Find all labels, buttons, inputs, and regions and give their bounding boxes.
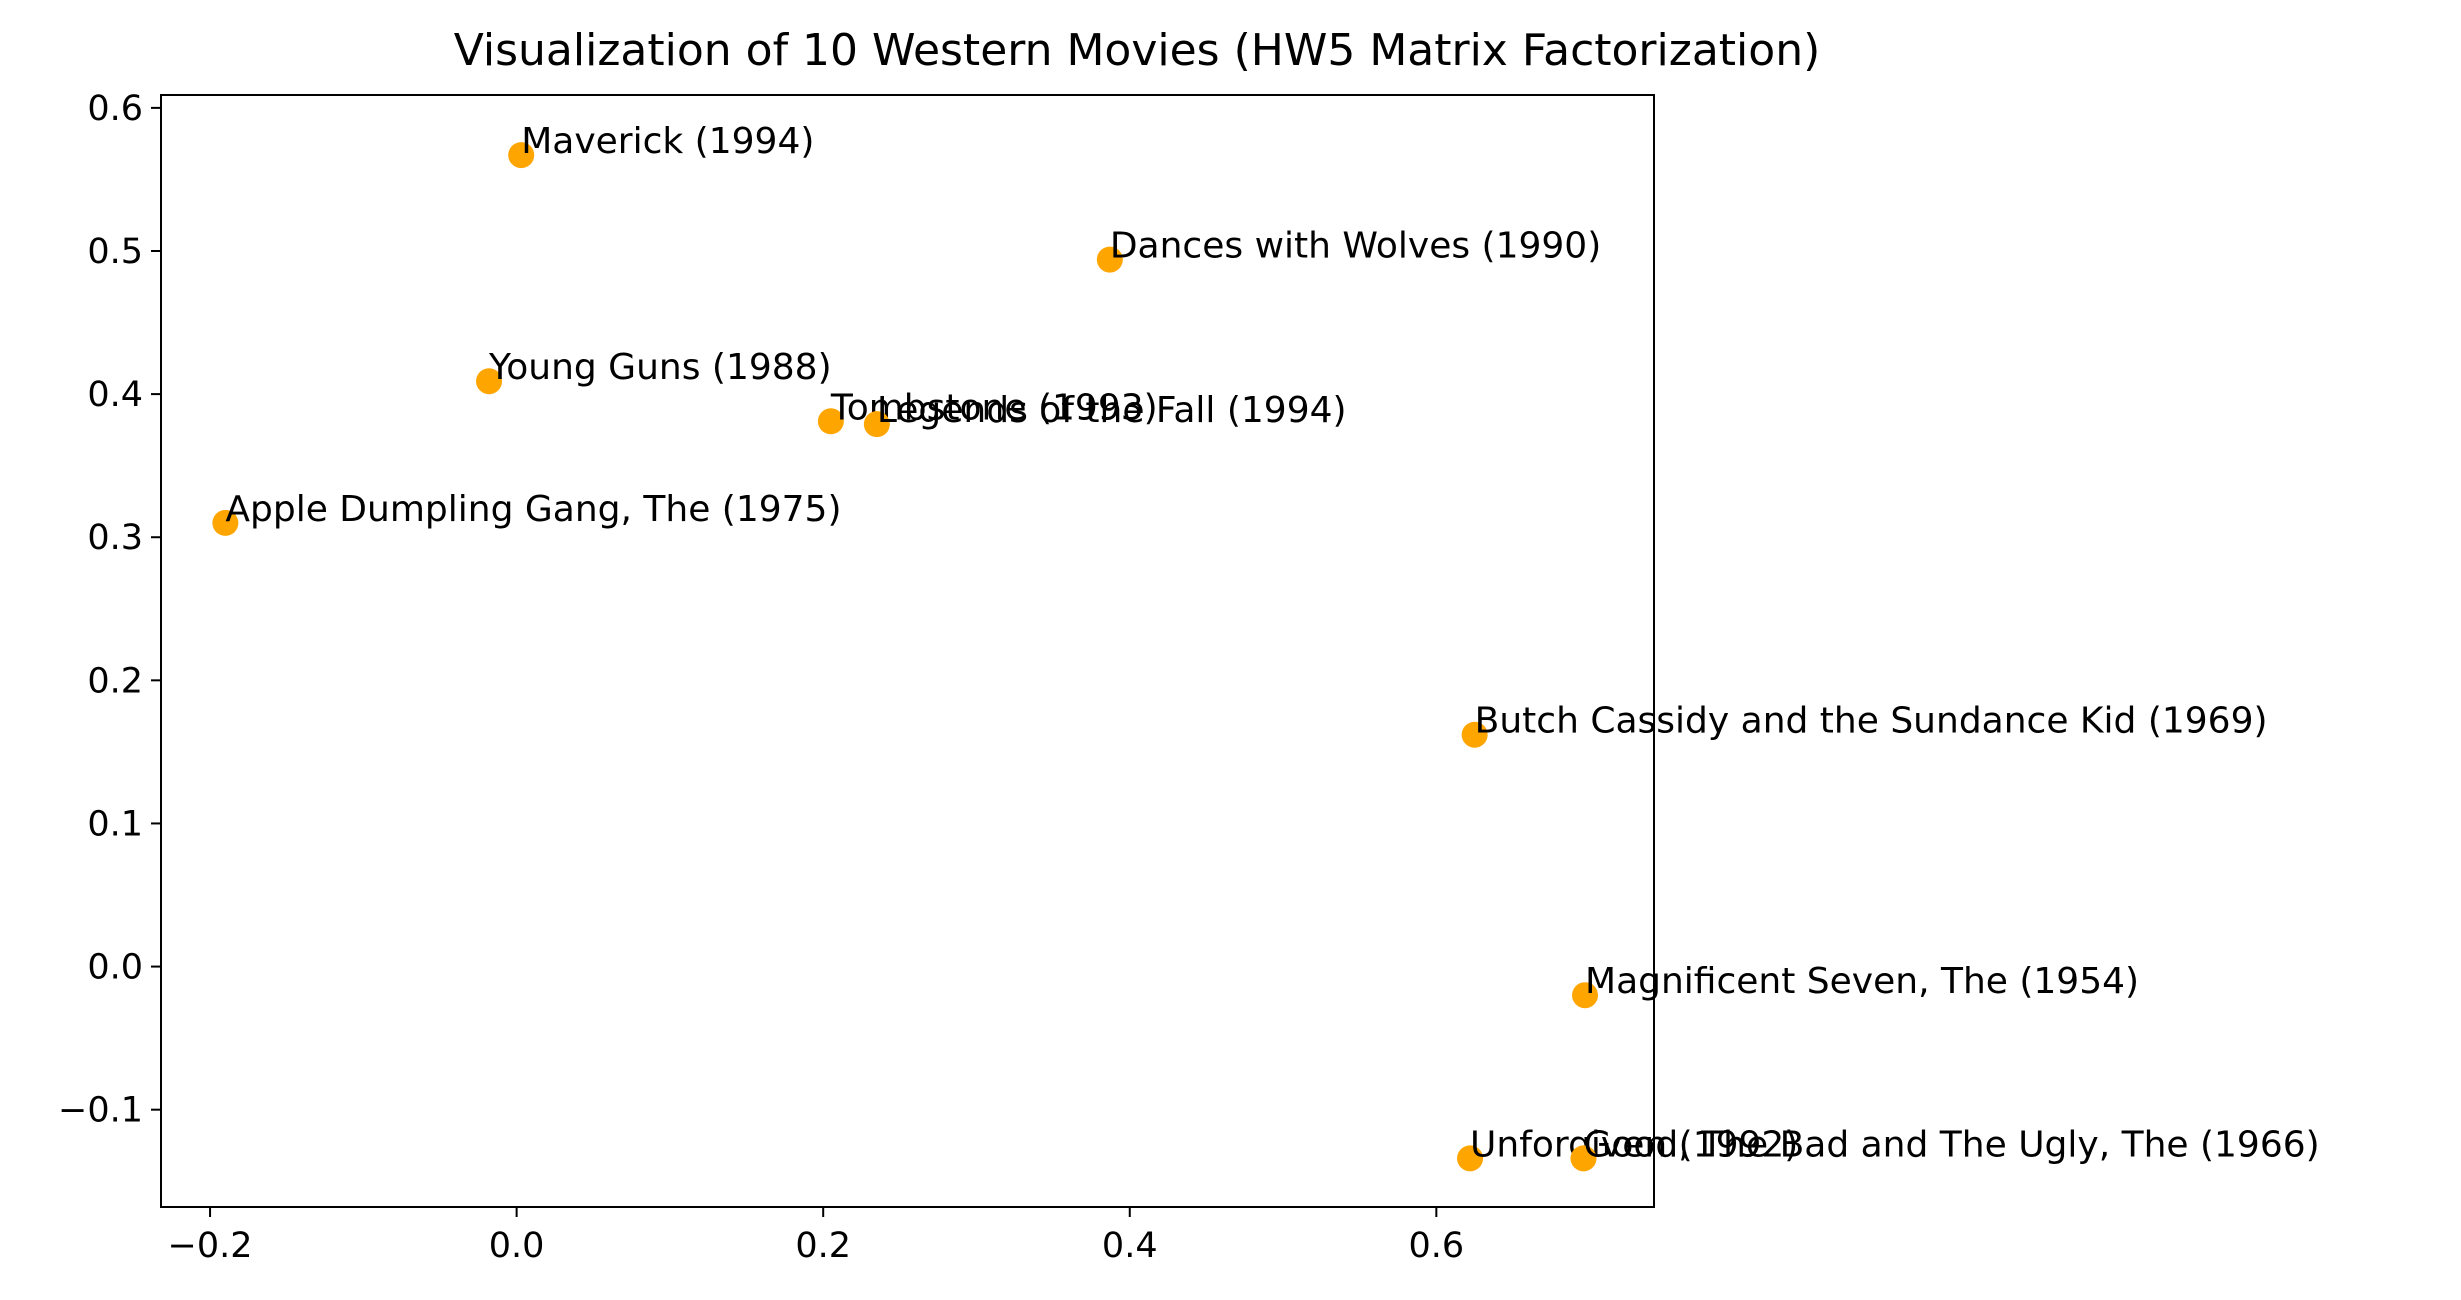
point-label: Maverick (1994) [521, 121, 814, 162]
y-tick-label: 0.6 [87, 89, 143, 129]
x-axis: −0.2 0.0 0.2 0.4 0.6 [168, 1207, 1464, 1266]
point-label: Dances with Wolves (1990) [1110, 226, 1601, 267]
chart-title: Visualization of 10 Western Movies (HW5 … [454, 25, 1821, 76]
scatter-point [1461, 721, 1488, 748]
point-label: Magnificent Seven, The (1954) [1585, 961, 2139, 1002]
point-label: Unforgiven (1992) [1470, 1124, 1798, 1165]
y-tick-label: 0.5 [87, 232, 143, 272]
y-tick-label: 0.4 [87, 375, 143, 415]
scatter-point [1457, 1145, 1484, 1172]
y-tick-label: 0.0 [87, 948, 143, 988]
scatter-point [1572, 982, 1599, 1009]
scatter-point [212, 509, 239, 536]
scatter-point [863, 411, 890, 438]
scatter-point [476, 368, 503, 395]
y-tick-label: 0.2 [87, 661, 143, 701]
point-label: Apple Dumpling Gang, The (1975) [225, 489, 841, 530]
point-label: Butch Cassidy and the Sundance Kid (1969… [1475, 701, 2268, 742]
y-tick-label: −0.1 [58, 1091, 143, 1131]
scatter-point [1096, 246, 1123, 273]
point-label: Good, The Bad and The Ugly, The (1966) [1583, 1124, 2319, 1165]
x-tick-label: 0.4 [1102, 1226, 1158, 1266]
x-tick-label: 0.2 [795, 1226, 851, 1266]
x-tick-label: 0.0 [489, 1226, 545, 1266]
y-tick-label: 0.3 [87, 518, 143, 558]
point-label: Young Guns (1988) [488, 347, 832, 388]
y-axis: −0.1 0.0 0.1 0.2 0.3 0.4 0.5 0.6 [58, 89, 161, 1131]
plot-area: Maverick (1994) Dances with Wolves (1990)… [212, 121, 2320, 1172]
y-tick-label: 0.1 [87, 804, 143, 844]
x-tick-label: 0.6 [1408, 1226, 1464, 1266]
scatter-point [508, 142, 535, 169]
point-label: Legends of the Fall (1994) [877, 390, 1347, 431]
x-tick-label: −0.2 [168, 1226, 253, 1266]
scatter-point [817, 408, 844, 435]
scatter-point [1570, 1145, 1597, 1172]
plot-frame [160, 94, 1655, 1208]
